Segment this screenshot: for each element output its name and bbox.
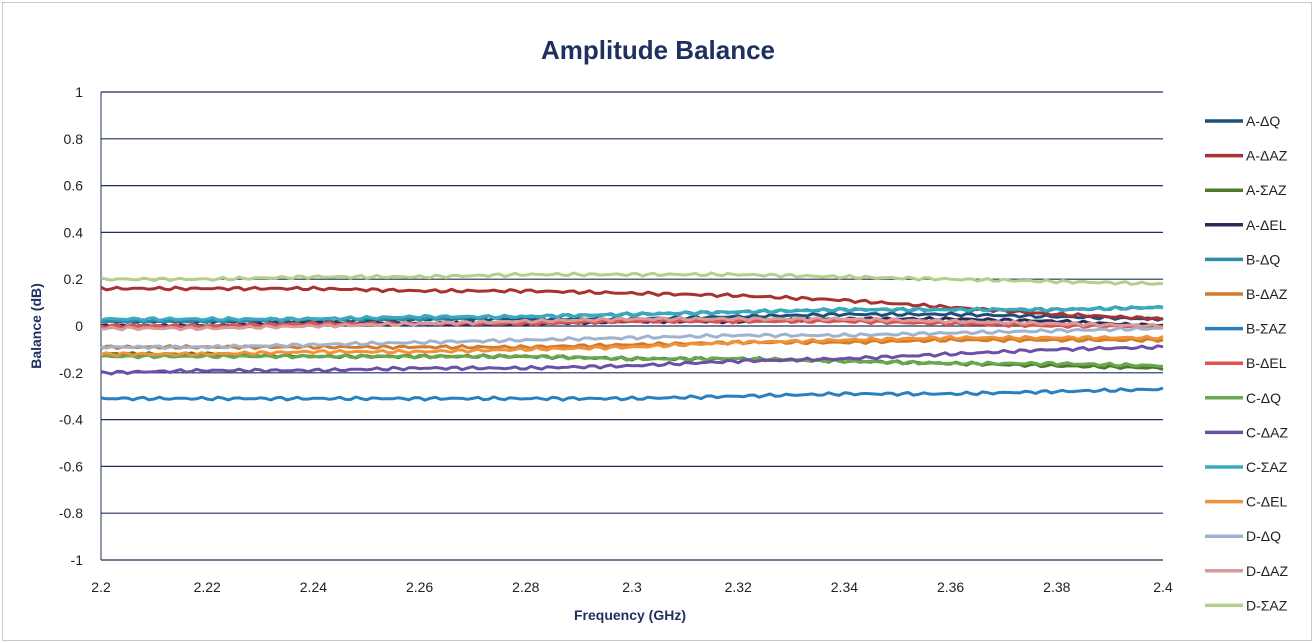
x-axis-title: Frequency (GHz) <box>574 607 686 623</box>
x-tick-label: 2.34 <box>831 579 858 595</box>
series-line <box>100 326 1164 351</box>
legend-entry: B-ΔQ <box>1246 251 1280 267</box>
y-axis-title: Balance (dB) <box>28 283 44 369</box>
y-tick-label: 1 <box>75 84 83 100</box>
series-line <box>100 353 1164 368</box>
amplitude-balance-chart: Amplitude Balance 1 0.8 0.6 0.4 0.2 0 -0.2 -0.4… <box>28 35 1288 623</box>
legend-entry: A-ΔEL <box>1246 217 1287 233</box>
y-tick-label: -0.2 <box>59 365 83 381</box>
legend-entry: D-ΔAZ <box>1246 563 1288 579</box>
series-line <box>100 386 1164 402</box>
y-tick-label: 0.4 <box>64 224 84 240</box>
legend-entry: C-ΔAZ <box>1246 424 1288 440</box>
x-tick-label: 2.24 <box>300 579 327 595</box>
series-line <box>100 318 1164 329</box>
legend-entry: B-ΔAZ <box>1246 286 1288 302</box>
series-line <box>100 305 1164 322</box>
x-tick-label: 2.36 <box>937 579 964 595</box>
legend-entry: D-ΣAZ <box>1246 597 1288 613</box>
y-tick-label: -0.6 <box>59 458 83 474</box>
series-line <box>100 271 1163 286</box>
series-line <box>100 344 1164 376</box>
series-line <box>100 315 1164 332</box>
x-tick-label: 2.4 <box>1153 579 1173 595</box>
y-tick-label: -0.4 <box>59 412 83 428</box>
legend-entry: C-ΣAZ <box>1246 459 1288 475</box>
legend-entry: D-ΔQ <box>1246 528 1281 544</box>
legend-entry: A-ΣAZ <box>1246 182 1287 198</box>
y-tick-label: 0.2 <box>64 271 84 287</box>
legend-entry: B-ΣAZ <box>1246 321 1287 337</box>
chart-title: Amplitude Balance <box>541 35 775 65</box>
legend-entry: C-ΔQ <box>1246 390 1281 406</box>
x-tick-label: 2.2 <box>91 579 111 595</box>
legend-entry: C-ΔEL <box>1246 494 1287 510</box>
y-tick-label: 0.8 <box>64 131 84 147</box>
x-tick-label: 2.28 <box>512 579 539 595</box>
x-axis-ticks: 2.2 2.22 2.24 2.26 2.28 2.3 2.32 2.34 2.36 2.38 2.… <box>91 579 1173 595</box>
x-tick-label: 2.32 <box>725 579 752 595</box>
series-line <box>100 337 1164 351</box>
legend: A-ΔQ A-ΔAZ A-ΣAZ A-ΔEL B-ΔQ B-ΔAZ B-ΣAZ B-ΔEL C-… <box>1205 113 1288 613</box>
legend-entry: A-ΔQ <box>1246 113 1280 129</box>
x-tick-label: 2.26 <box>406 579 433 595</box>
y-tick-label: -1 <box>71 552 84 568</box>
x-tick-label: 2.22 <box>194 579 221 595</box>
series-lines <box>100 271 1164 402</box>
y-tick-label: -0.8 <box>59 505 83 521</box>
x-tick-label: 2.3 <box>622 579 642 595</box>
y-tick-label: 0.6 <box>64 178 84 194</box>
y-tick-label: 0 <box>75 318 83 334</box>
series-line <box>100 334 1164 358</box>
legend-entry: B-ΔEL <box>1246 355 1287 371</box>
x-tick-label: 2.38 <box>1043 579 1070 595</box>
legend-entry: A-ΔAZ <box>1246 148 1288 164</box>
y-axis-ticks: 1 0.8 0.6 0.4 0.2 0 -0.2 -0.4 -0.6 -0.8 -1 <box>59 84 83 568</box>
